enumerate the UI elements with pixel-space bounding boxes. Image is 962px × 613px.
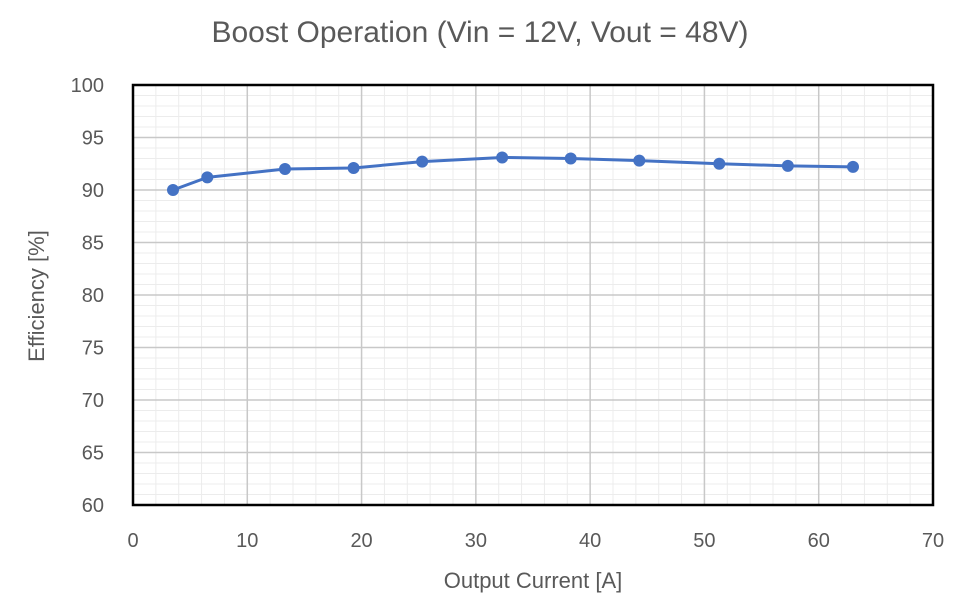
- data-point: [713, 157, 726, 170]
- x-tick-label: 10: [236, 530, 258, 552]
- x-tick-label: 50: [693, 530, 715, 552]
- x-tick-label: 70: [922, 530, 944, 552]
- data-point: [496, 151, 509, 164]
- x-tick-label: 40: [579, 530, 601, 552]
- series-layer: [167, 151, 859, 196]
- y-axis-label: Efficiency [%]: [24, 230, 49, 362]
- y-tick-label: 75: [82, 338, 104, 360]
- data-point: [416, 155, 429, 168]
- data-point: [167, 184, 179, 196]
- data-point: [201, 171, 214, 184]
- y-tick-label: 80: [82, 285, 104, 307]
- data-point: [279, 163, 291, 175]
- y-tick-label: 60: [82, 495, 104, 517]
- y-tick-label: 65: [82, 443, 104, 465]
- x-axis-label: Output Current [A]: [444, 568, 623, 593]
- y-tick-label: 100: [71, 75, 104, 97]
- x-axis-tick-labels: 0 10 20 30 40 50 60 70: [127, 530, 944, 552]
- data-point: [847, 160, 859, 173]
- plot-area-border: [131, 83, 935, 507]
- chart-title: Boost Operation (Vin = 12V, Vout = 48V): [211, 16, 748, 49]
- y-axis-tick-labels: 60 65 70 75 80 85 90 95 100: [71, 75, 104, 517]
- x-tick-label: 20: [350, 530, 372, 552]
- y-tick-label: 85: [82, 233, 104, 255]
- y-tick-label: 95: [82, 128, 104, 150]
- series-line: [172, 155, 854, 192]
- data-point: [781, 159, 794, 172]
- data-point: [564, 152, 577, 165]
- x-tick-label: 30: [465, 530, 487, 552]
- y-tick-label: 90: [82, 180, 104, 202]
- data-point: [347, 161, 360, 174]
- y-tick-label: 70: [82, 390, 104, 412]
- x-tick-label: 0: [127, 530, 138, 552]
- data-point: [633, 154, 646, 167]
- x-tick-label: 60: [808, 530, 830, 552]
